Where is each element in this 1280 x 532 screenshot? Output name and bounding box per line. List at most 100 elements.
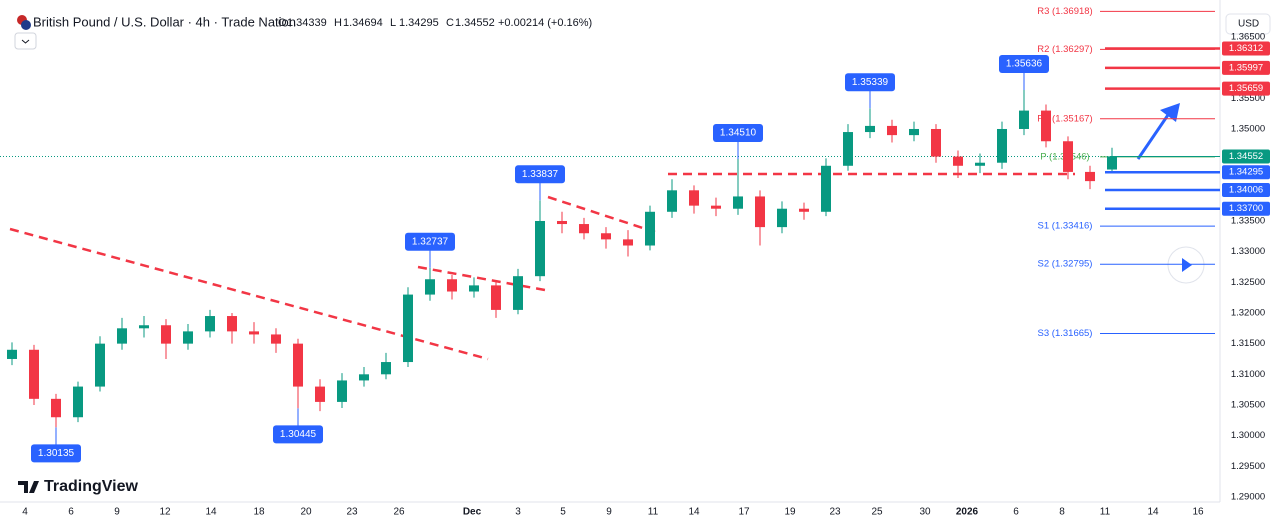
brand-logo [18, 481, 39, 493]
x-tick-label: 19 [784, 507, 796, 518]
pivot-label: S3 (1.31665) [1038, 328, 1093, 339]
y-tick-label: 1.32000 [1231, 307, 1265, 318]
candle-body [733, 196, 743, 209]
candle-body [469, 285, 479, 292]
price-badge [1222, 149, 1270, 164]
candle-body [359, 374, 369, 381]
y-tick-label: 1.29000 [1231, 491, 1265, 502]
candle-body [645, 211, 655, 246]
candle-body [953, 156, 963, 166]
x-tick-label: 6 [68, 507, 74, 518]
candle-body [777, 208, 787, 228]
x-tick-label: 4 [22, 507, 28, 518]
ohlc-value: 1.34295 [399, 17, 439, 29]
x-tick-label: 20 [300, 507, 312, 518]
callout-label: 1.35339 [852, 77, 889, 88]
currency-button[interactable] [1225, 13, 1271, 35]
x-tick-label: 25 [871, 507, 883, 518]
candle-body [381, 362, 391, 375]
candle-body [425, 279, 435, 295]
y-tick-label: 1.30500 [1231, 399, 1265, 410]
price-badge [1222, 165, 1270, 180]
candle-body [95, 343, 105, 387]
y-tick-label: 1.31500 [1231, 338, 1265, 349]
trendline [417, 265, 546, 292]
pivot-label: S2 (1.32795) [1038, 259, 1093, 270]
y-tick-label: 1.33500 [1231, 215, 1265, 226]
callout-box [31, 444, 81, 463]
x-tick-label: 11 [648, 507, 659, 518]
pivot-label: R1 (1.35167) [1037, 113, 1092, 124]
candle-body [1041, 110, 1051, 142]
candle-body [557, 220, 567, 225]
candle-body [315, 386, 325, 402]
callout-label: 1.30445 [280, 429, 317, 440]
ohlc-key: L [390, 17, 396, 29]
pivot-label: R3 (1.36918) [1037, 6, 1092, 17]
callout-label: 1.35636 [1006, 59, 1043, 70]
candle-body [931, 128, 941, 157]
candle-body [249, 331, 259, 335]
ohlc-key: O [278, 17, 287, 29]
callout-box [845, 73, 895, 92]
y-tick-label: 1.30000 [1231, 430, 1265, 441]
pivot-label: R2 (1.36297) [1037, 44, 1092, 55]
price-badge-label: 1.35659 [1229, 83, 1263, 94]
y-tick-label: 1.35000 [1231, 123, 1265, 134]
price-badge-label: 1.34552 [1229, 151, 1263, 162]
candle-body [887, 125, 897, 136]
x-tick-label: 8 [1059, 507, 1065, 518]
x-tick-label: 17 [738, 507, 750, 518]
candle-body [711, 205, 721, 209]
x-tick-label: 16 [1192, 507, 1204, 518]
candle-body [579, 224, 589, 234]
candle-body [139, 325, 149, 329]
x-tick-label: 18 [253, 507, 265, 518]
arrow [1136, 111, 1172, 160]
callout-label: 1.30135 [38, 448, 75, 459]
callout-box [515, 165, 565, 184]
change: +0.00214 (+0.16%) [498, 17, 592, 29]
x-tick-label: 9 [114, 507, 120, 518]
candle-body [909, 128, 919, 136]
flag-icon [21, 20, 31, 30]
candle-body [271, 334, 281, 344]
pivot-label: S1 (1.33416) [1038, 221, 1093, 232]
collapse-button[interactable] [14, 32, 37, 50]
candle-body [161, 325, 171, 344]
currency: USD [1238, 19, 1259, 30]
candle-body [667, 190, 677, 212]
price-badge-label: 1.36312 [1229, 43, 1263, 54]
candle-body [513, 276, 523, 310]
x-tick-label: 12 [159, 507, 171, 518]
candle-body [843, 132, 853, 166]
x-tick-label: 26 [393, 507, 405, 518]
x-tick-label: 14 [1147, 507, 1159, 518]
x-tick-label: 23 [346, 507, 358, 518]
candle-body [755, 196, 765, 228]
candle-body [183, 331, 193, 344]
price-badge-label: 1.34295 [1229, 167, 1263, 178]
x-tick-label: 14 [205, 507, 217, 518]
callout-box [999, 54, 1049, 73]
callout-label: 1.34510 [720, 128, 757, 139]
price-badge [1222, 201, 1270, 216]
x-tick-label: 9 [606, 507, 612, 518]
play-icon [1182, 258, 1192, 272]
y-tick-label: 1.36500 [1231, 32, 1265, 43]
candle-body [491, 285, 501, 310]
symbol-title: British Pound / U.S. Dollar · 4h · Trade… [33, 14, 296, 29]
callout-box [713, 124, 763, 143]
chevron [21, 39, 30, 44]
trendline [547, 195, 656, 234]
candle-body [51, 398, 61, 418]
candle-body [1107, 156, 1117, 170]
candle-body [403, 294, 413, 363]
candle-body [227, 316, 237, 332]
x-tick-label: 23 [829, 507, 841, 518]
candle-body [997, 128, 1007, 163]
candle-body [799, 208, 809, 212]
candle-body [73, 386, 83, 418]
